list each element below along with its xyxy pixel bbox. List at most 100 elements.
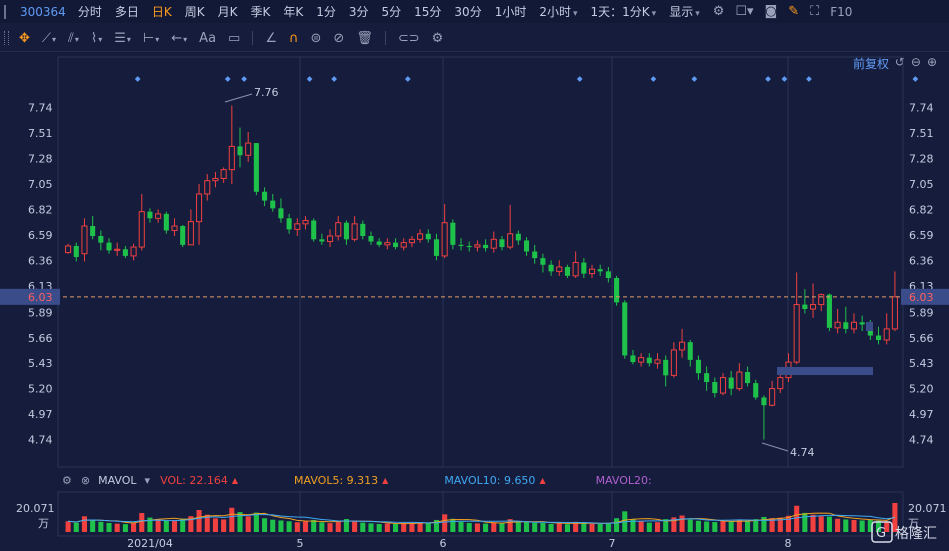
- volume-indicator-bar: ⚙ ⊗ MAVOL ▾ VOL: 22.164 ▲ MAVOL5: 9.313 …: [0, 470, 949, 490]
- wave-tool-icon[interactable]: ⌇: [91, 31, 102, 46]
- volume-bar: [769, 518, 775, 532]
- period-tab[interactable]: 多日: [114, 5, 139, 19]
- candle-body: [564, 266, 570, 276]
- candle-body: [441, 222, 448, 257]
- candle-body: [687, 342, 693, 360]
- comment-tool-icon[interactable]: ▭: [228, 30, 241, 46]
- period-tab[interactable]: 30分: [454, 5, 482, 19]
- vol-indicator-name[interactable]: MAVOL: [98, 473, 137, 487]
- candle-body: [777, 377, 784, 390]
- camera-icon[interactable]: ◙: [764, 4, 778, 19]
- volume-bar: [311, 519, 317, 532]
- price-tick-right: 5.66: [909, 332, 934, 345]
- vol-up-icon: ▲: [231, 475, 239, 485]
- fib-tool-icon[interactable]: ☰: [114, 31, 131, 46]
- volume-bar: [654, 522, 661, 532]
- crosshair-icon[interactable]: ✥: [19, 30, 30, 46]
- candle-body: [891, 296, 898, 330]
- event-marker-dot: [912, 76, 919, 82]
- vol-settings-icon[interactable]: ⚙: [62, 473, 72, 487]
- period-tab-dropdown[interactable]: 2小时: [539, 3, 577, 20]
- volume-bar: [777, 517, 783, 532]
- toolbar-grip[interactable]: [4, 31, 9, 45]
- vol-indicator-dropdown-icon[interactable]: ▾: [144, 473, 151, 487]
- channel-tool-icon[interactable]: ⫽: [68, 31, 79, 46]
- low-leader: [761, 442, 789, 452]
- candle-body: [450, 222, 456, 245]
- volume-bar: [393, 523, 399, 532]
- chart-nav-icons[interactable]: ↺⊖⊕: [894, 55, 943, 69]
- candle-body: [466, 245, 472, 248]
- period-tab[interactable]: 周K: [184, 5, 205, 19]
- text-tool-icon[interactable]: Aa: [199, 30, 217, 46]
- event-marker-dot: [765, 76, 771, 82]
- price-tick-left: 5.89: [28, 306, 53, 319]
- volume-bar: [826, 516, 832, 532]
- hide-icon[interactable]: ⊘: [333, 30, 345, 46]
- volume-axis-unit-left: 万: [38, 517, 49, 530]
- price-tick-right: 4.74: [909, 434, 934, 447]
- volume-bar: [515, 521, 521, 532]
- f10-button[interactable]: F10: [830, 4, 853, 19]
- volume-bar: [245, 516, 251, 532]
- price-tick-right: 7.05: [909, 178, 934, 191]
- pencil-icon[interactable]: ✎: [788, 4, 800, 19]
- chart-grid: [57, 56, 904, 537]
- candle-body: [384, 242, 391, 246]
- candle-body: [360, 223, 366, 236]
- lock-icon[interactable]: ⊜: [310, 30, 322, 46]
- volume-axis-unit-right: 万: [908, 517, 919, 530]
- display-menu[interactable]: 显示: [669, 3, 700, 20]
- magnet-icon[interactable]: ∩: [288, 30, 299, 46]
- vol-close-icon[interactable]: ⊗: [80, 473, 91, 487]
- period-tab-active[interactable]: 日K: [151, 5, 172, 19]
- date-tick: 6: [440, 537, 447, 550]
- stock-code[interactable]: 300364: [20, 4, 66, 19]
- drag-handle[interactable]: [4, 4, 12, 19]
- volume-bar: [736, 520, 742, 532]
- candle-body: [810, 304, 817, 310]
- line-tool-icon[interactable]: ⟋: [42, 31, 56, 46]
- period-tab[interactable]: 1分: [316, 5, 336, 19]
- volume-bar: [818, 516, 824, 532]
- checkbox-icon[interactable]: ☐▾: [735, 4, 754, 19]
- settings-icon[interactable]: ⚙: [712, 4, 725, 19]
- date-tick: 2021/04: [127, 537, 173, 550]
- volume-bar: [573, 521, 579, 532]
- arrow-tool-icon[interactable]: ←: [171, 31, 187, 46]
- candlesticks: [65, 105, 898, 440]
- toolbar-settings-icon[interactable]: ⚙: [431, 30, 444, 46]
- current-price-label-right: 6.03: [909, 291, 934, 304]
- fullscreen-icon[interactable]: ⛶: [810, 4, 820, 19]
- event-marker-dot: [806, 76, 812, 82]
- period-tab[interactable]: 5分: [381, 5, 402, 19]
- measure-tool-icon[interactable]: ⊢: [143, 31, 159, 46]
- candle-body: [368, 236, 374, 242]
- price-tick-right: 5.89: [909, 306, 934, 319]
- trash-icon[interactable]: 🗑: [356, 30, 373, 46]
- period-select[interactable]: 1天：1分K: [591, 3, 657, 20]
- volume-bar: [835, 518, 841, 532]
- date-tick: 8: [785, 537, 792, 550]
- candle-body: [581, 262, 587, 274]
- period-tab[interactable]: 月K: [217, 5, 238, 19]
- event-marker-dot: [576, 76, 583, 82]
- candle-body: [875, 335, 882, 340]
- period-tab[interactable]: 年K: [283, 5, 304, 19]
- period-tab[interactable]: 季K: [250, 5, 271, 19]
- ruler-icon[interactable]: ∠: [265, 30, 277, 46]
- volume-bar: [139, 513, 145, 532]
- candle-body: [793, 304, 800, 363]
- adjust-mode-button[interactable]: 前复权: [852, 57, 889, 71]
- period-tab[interactable]: 分时: [77, 5, 102, 19]
- date-axis: 2021/04 5 6 7 8: [127, 537, 791, 550]
- candle-body: [433, 239, 440, 256]
- candle-body: [155, 213, 162, 219]
- period-tab[interactable]: 1小时: [494, 5, 527, 19]
- volume-bar: [425, 522, 431, 532]
- period-tab[interactable]: 3分: [348, 5, 369, 19]
- period-tab[interactable]: 15分: [414, 5, 442, 19]
- link-icon[interactable]: ⊂⊃: [397, 30, 420, 46]
- candle-body: [736, 371, 743, 390]
